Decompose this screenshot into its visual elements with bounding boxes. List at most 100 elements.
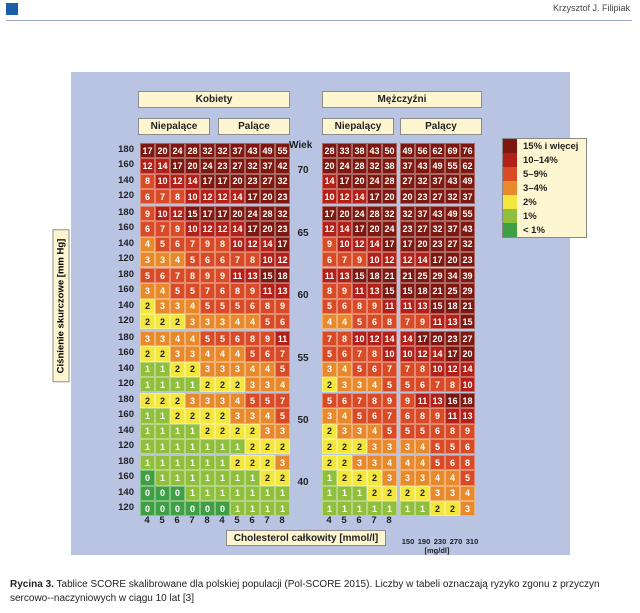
risk-cell: 5: [352, 361, 367, 377]
risk-cell: 17: [400, 236, 415, 252]
risk-cell: 3: [322, 408, 337, 424]
risk-cell: 17: [245, 188, 260, 205]
risk-cell: 5: [140, 268, 155, 284]
bp-tick: 120: [118, 189, 134, 201]
risk-cell: 2: [260, 470, 275, 486]
risk-cell: 3: [260, 376, 275, 393]
section-marker: [6, 3, 18, 15]
legend-swatch: [503, 181, 517, 195]
risk-cell: 20: [400, 188, 415, 205]
risk-cell: 2: [367, 485, 382, 501]
risk-cell: 13: [367, 283, 382, 299]
risk-cell: 3: [200, 361, 215, 377]
risk-cell: 2: [230, 455, 245, 471]
risk-cell: 18: [460, 393, 475, 409]
risk-cell: 3: [170, 346, 185, 362]
risk-cell: 9: [200, 268, 215, 284]
risk-cell: 2: [215, 423, 230, 439]
risk-cell: 6: [140, 188, 155, 205]
risk-cell: 17: [170, 158, 185, 174]
risk-cell: 32: [382, 206, 397, 222]
risk-cell: 11: [445, 408, 460, 424]
cholesterol-axis-label: Cholesterol całkowity [mmol/l]: [226, 530, 386, 546]
risk-cell: 4: [430, 470, 445, 486]
risk-cell: 1: [230, 470, 245, 486]
risk-cell: 1: [337, 485, 352, 501]
bp-tick: 140: [118, 424, 134, 436]
cholesterol-tick: 6: [174, 515, 180, 526]
cholesterol-tick: 4: [144, 515, 150, 526]
risk-cell: 23: [415, 188, 430, 205]
legend-item: 1%: [503, 209, 586, 223]
risk-cell: 2: [400, 485, 415, 501]
risk-cell: 12: [367, 331, 382, 347]
risk-cell: 4: [215, 346, 230, 362]
risk-cell: 4: [337, 361, 352, 377]
risk-cell: 29: [460, 283, 475, 299]
bp-tick: 140: [118, 174, 134, 186]
risk-cell: 9: [430, 408, 445, 424]
risk-cell: 3: [460, 500, 475, 517]
risk-cell: 8: [322, 283, 337, 299]
risk-cell: 11: [430, 313, 445, 330]
risk-cell: 5: [275, 361, 290, 377]
risk-cell: 21: [460, 298, 475, 314]
risk-cell: 3: [230, 408, 245, 424]
risk-cell: 1: [230, 500, 245, 517]
risk-cell: 14: [400, 331, 415, 347]
risk-cell: 4: [230, 346, 245, 362]
risk-cell: 1: [140, 438, 155, 455]
risk-cell: 2: [275, 470, 290, 486]
risk-cell: 1: [400, 500, 415, 517]
risk-cell: 5: [245, 393, 260, 409]
risk-cell: 28: [185, 143, 200, 159]
risk-cell: 9: [400, 393, 415, 409]
risk-cell: 37: [460, 188, 475, 205]
bp-tick: 180: [118, 332, 134, 343]
risk-cell: 17: [200, 206, 215, 222]
risk-cell: 43: [367, 143, 382, 159]
risk-cell: 15: [400, 283, 415, 299]
legend-label: 1%: [523, 210, 537, 222]
risk-cell: 2: [230, 376, 245, 393]
risk-cell: 15: [430, 298, 445, 314]
legend: 15% i więcej 10–14% 5–9% 3–4% 2% 1% < 1%: [502, 138, 587, 238]
risk-cell: 2: [140, 393, 155, 409]
risk-cell: 6: [230, 331, 245, 347]
risk-cell: 5: [322, 298, 337, 314]
risk-cell: 2: [430, 500, 445, 517]
risk-cell: 7: [185, 236, 200, 252]
risk-cell: 49: [460, 173, 475, 189]
risk-cell: 24: [367, 173, 382, 189]
risk-cell: 23: [430, 236, 445, 252]
risk-cell: 15: [352, 268, 367, 284]
risk-cell: 3: [415, 470, 430, 486]
risk-cell: 32: [215, 143, 230, 159]
risk-cell: 15: [185, 206, 200, 222]
risk-cell: 23: [460, 251, 475, 268]
risk-cell: 1: [245, 500, 260, 517]
risk-cell: 8: [230, 283, 245, 299]
risk-cell: 1: [245, 485, 260, 501]
risk-cell: 0: [140, 500, 155, 517]
risk-cell: 4: [185, 298, 200, 314]
risk-cell: 21: [430, 283, 445, 299]
risk-cell: 14: [352, 188, 367, 205]
risk-cell: 20: [230, 173, 245, 189]
cholesterol-tick: 7: [189, 515, 195, 526]
risk-cell: 1: [140, 361, 155, 377]
risk-cell: 27: [400, 173, 415, 189]
legend-swatch: [503, 195, 517, 209]
bp-tick: 140: [118, 237, 134, 249]
risk-cell: 2: [352, 438, 367, 455]
bp-tick: 180: [118, 456, 134, 467]
bp-tick: 140: [118, 362, 134, 374]
risk-cell: 9: [415, 313, 430, 330]
risk-cell: 5: [260, 393, 275, 409]
risk-cell: 3: [430, 485, 445, 501]
risk-cell: 18: [415, 283, 430, 299]
legend-item: 15% i więcej: [503, 139, 586, 153]
risk-cell: 20: [155, 143, 170, 159]
risk-cell: 24: [352, 206, 367, 222]
risk-cell: 2: [337, 438, 352, 455]
